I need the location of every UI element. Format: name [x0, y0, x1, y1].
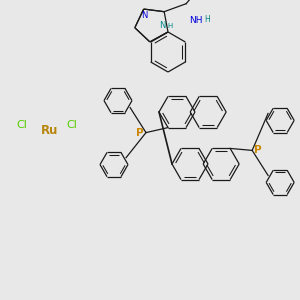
Text: H: H: [204, 15, 210, 24]
Text: H: H: [167, 23, 172, 29]
Text: P: P: [254, 146, 262, 155]
Text: NH: NH: [189, 16, 203, 25]
Text: N: N: [159, 21, 165, 30]
Text: P: P: [136, 128, 144, 138]
Text: N: N: [142, 11, 148, 20]
Text: Ru: Ru: [41, 124, 59, 136]
Text: Cl: Cl: [16, 120, 27, 130]
Text: Cl: Cl: [67, 120, 77, 130]
